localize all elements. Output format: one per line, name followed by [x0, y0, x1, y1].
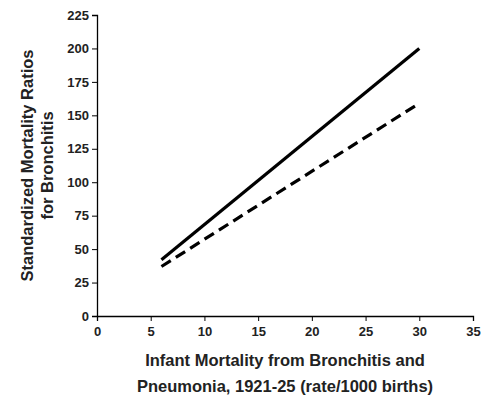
- y-tick: 0: [82, 309, 97, 324]
- y-axis-line: [92, 16, 98, 317]
- x-tick-label: 25: [359, 324, 373, 339]
- y-tick-mark: [92, 249, 97, 250]
- x-tick: 15: [251, 316, 265, 339]
- y-tick-label: 25: [75, 275, 89, 290]
- y-tick: 150: [67, 108, 97, 123]
- y-tick-label: 100: [67, 175, 89, 190]
- y-tick-label: 225: [67, 8, 89, 23]
- y-tick: 75: [75, 208, 97, 223]
- x-tick-label: 35: [466, 324, 480, 339]
- x-tick: 10: [198, 316, 212, 339]
- x-tick-mark: [204, 316, 205, 321]
- x-axis-title-line: Pneumonia, 1921-25 (rate/1000 births): [137, 377, 433, 395]
- x-tick-label: 15: [251, 324, 265, 339]
- x-tick: 30: [413, 316, 427, 339]
- y-tick-mark: [92, 216, 97, 217]
- y-tick: 25: [75, 275, 97, 290]
- y-tick-mark: [92, 283, 97, 284]
- x-tick: 0: [94, 316, 101, 339]
- y-tick: 225: [67, 8, 97, 23]
- y-tick: 175: [67, 75, 97, 90]
- y-tick: 100: [67, 175, 97, 190]
- y-tick-label: 175: [67, 75, 89, 90]
- x-tick-mark: [473, 316, 474, 321]
- x-tick-label: 30: [413, 324, 427, 339]
- x-tick-label: 20: [305, 324, 319, 339]
- y-tick-mark: [92, 115, 97, 116]
- plot-area: 0 5 10 15 20 25 30 35 0 25 50 75 100 125 150 175 200 225: [67, 8, 480, 339]
- y-tick-mark: [92, 182, 97, 183]
- series-line: [161, 103, 419, 266]
- y-tick-mark: [92, 15, 97, 16]
- y-tick-mark: [92, 149, 97, 150]
- y-axis-title-line: for Bronchitis: [38, 111, 56, 219]
- y-tick-mark: [92, 48, 97, 49]
- x-axis: 0 5 10 15 20 25 30 35: [94, 316, 481, 339]
- y-tick-label: 200: [67, 41, 89, 56]
- x-axis-title-line: Infant Mortality from Bronchitis and: [145, 351, 425, 369]
- x-tick-mark: [258, 316, 259, 321]
- x-tick-label: 10: [198, 324, 212, 339]
- y-tick: 200: [67, 41, 97, 56]
- series-line: [161, 48, 419, 259]
- x-tick-mark: [312, 316, 313, 321]
- y-tick-label: 150: [67, 108, 89, 123]
- y-tick-label: 50: [75, 242, 89, 257]
- y-tick-label: 75: [75, 208, 89, 223]
- y-tick-label: 125: [67, 141, 89, 156]
- y-axis-title-line: Standardized Mortality Ratios: [18, 50, 36, 282]
- x-tick: 25: [359, 316, 373, 339]
- lines: [161, 48, 419, 266]
- y-tick: 125: [67, 141, 97, 156]
- y-tick-mark: [92, 82, 97, 83]
- x-axis-title: Infant Mortality from Bronchitis and Pneu…: [137, 351, 433, 395]
- y-tick-label: 0: [82, 309, 89, 324]
- x-tick-label: 5: [148, 324, 155, 339]
- x-tick: 5: [148, 316, 155, 339]
- y-axis: 0 25 50 75 100 125 150 175 200 225: [67, 8, 97, 324]
- y-axis-title: Standardized Mortality Ratiosfor Bronchi…: [18, 50, 56, 282]
- chart: 0 5 10 15 20 25 30 35 0 25 50 75 100 125 150 175 200 225 I…: [0, 0, 500, 415]
- x-tick: 20: [305, 316, 319, 339]
- x-tick: 35: [466, 316, 480, 339]
- x-tick-label: 0: [94, 324, 101, 339]
- y-tick: 50: [75, 242, 97, 257]
- x-tick-mark: [366, 316, 367, 321]
- x-axis-line: [98, 317, 474, 322]
- x-tick-mark: [151, 316, 152, 321]
- x-tick-mark: [419, 316, 420, 321]
- y-tick-mark: [92, 316, 97, 317]
